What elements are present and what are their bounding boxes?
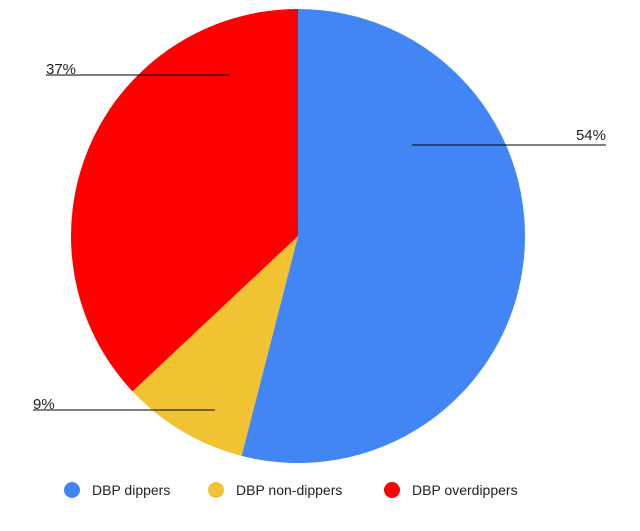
legend-item-non-dippers: DBP non-dippers [208,482,342,498]
slice-label-non-dippers: 9% [33,396,55,413]
slice-labels: 54% 9% 37% [33,61,606,413]
legend-label-overdippers: DBP overdippers [412,482,518,498]
legend-swatch-overdippers [384,482,400,498]
pie-slices [71,9,526,464]
legend-swatch-dippers [64,482,80,498]
pie-slice-dippers [241,9,526,464]
legend-swatch-non-dippers [208,482,224,498]
slice-label-overdippers: 37% [46,61,76,78]
legend-item-overdippers: DBP overdippers [384,482,518,498]
legend-label-dippers: DBP dippers [92,482,170,498]
legend: DBP dippers DBP non-dippers DBP overdipper… [64,482,518,498]
legend-label-non-dippers: DBP non-dippers [236,482,342,498]
pie-slice-overdippers [71,9,299,392]
legend-item-dippers: DBP dippers [64,482,170,498]
pie-slice-non-dippers [132,236,298,456]
slice-label-dippers: 54% [576,127,606,144]
